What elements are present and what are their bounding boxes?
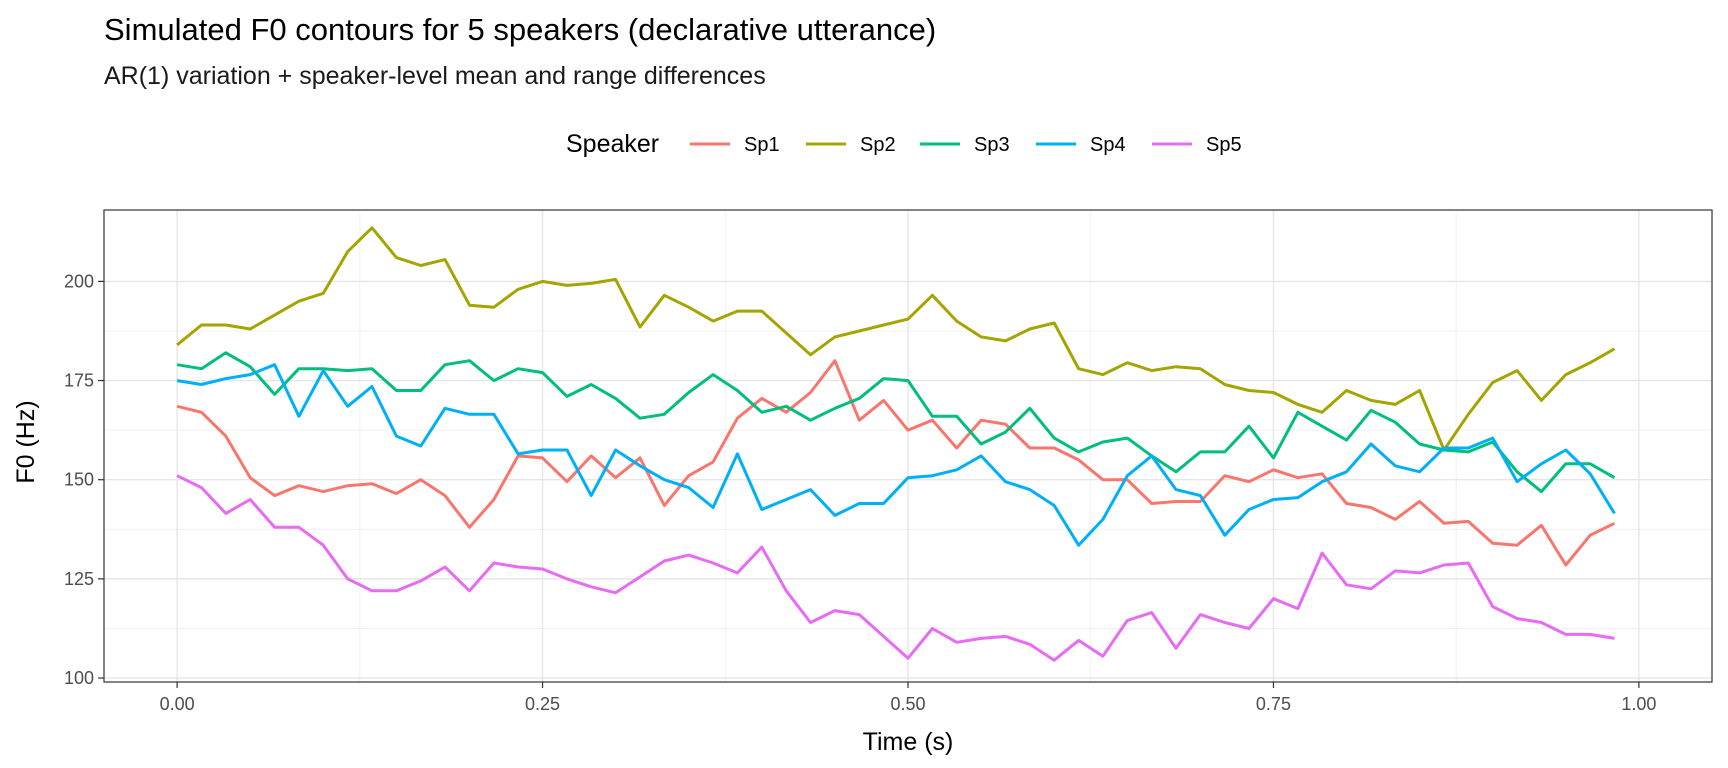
series-line-sp2	[176, 226, 1616, 452]
y-tick-label: 175	[64, 371, 94, 391]
x-tick-label: 0.00	[160, 694, 195, 714]
legend-label-sp3: Sp3	[974, 134, 1010, 156]
series-line-sp1	[176, 359, 1616, 567]
x-axis: 0.00 0.25 0.50 0.75 1.00	[160, 682, 1656, 714]
series-lines	[176, 226, 1616, 662]
chart-title: Simulated F0 contours for 5 speakers (de…	[104, 12, 936, 47]
y-tick-label: 200	[64, 271, 94, 291]
chart-subtitle: AR(1) variation + speaker-level mean and…	[104, 62, 766, 90]
x-tick-label: 1.00	[1621, 694, 1656, 714]
y-tick-label: 125	[64, 569, 94, 589]
series-line-sp4	[176, 363, 1616, 547]
x-tick-label: 0.25	[525, 694, 560, 714]
series-line-sp3	[176, 351, 1616, 494]
legend-label-sp5: Sp5	[1206, 134, 1242, 156]
legend: Speaker Sp1 Sp2 Sp3 Sp4 Sp5	[566, 130, 1242, 158]
y-axis: 100 125 150 175 200	[64, 271, 104, 688]
legend-label-sp4: Sp4	[1090, 134, 1126, 156]
series-line-sp5	[176, 474, 1615, 662]
x-axis-title: Time (s)	[863, 728, 954, 756]
x-tick-label: 0.75	[1256, 694, 1291, 714]
legend-label-sp1: Sp1	[744, 134, 780, 156]
legend-title: Speaker	[566, 130, 659, 158]
y-axis-title: F0 (Hz)	[12, 400, 40, 483]
plot-area	[103, 209, 1713, 683]
x-tick-label: 0.50	[890, 694, 925, 714]
legend-label-sp2: Sp2	[860, 134, 896, 156]
y-tick-label: 100	[64, 668, 94, 688]
y-tick-label: 150	[64, 470, 94, 490]
